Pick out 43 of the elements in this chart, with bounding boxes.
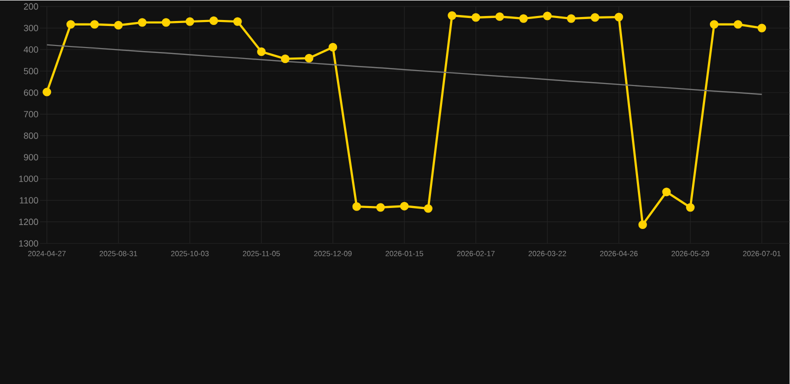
- point: [162, 18, 170, 27]
- point: [495, 12, 504, 21]
- point: [66, 20, 76, 28]
- y-tick-label: 300: [24, 24, 38, 32]
- point: [686, 202, 695, 212]
- y-tick-label: 1100: [20, 196, 38, 204]
- y-tick-label: 700: [24, 110, 38, 118]
- point: [734, 20, 742, 28]
- point: [662, 187, 671, 196]
- point: [233, 17, 242, 26]
- point: [448, 11, 456, 20]
- y-tick-label: 200: [24, 3, 38, 10]
- point: [758, 24, 766, 32]
- point: [328, 42, 338, 52]
- y-tick-label: 400: [24, 46, 38, 53]
- point: [543, 11, 552, 20]
- point: [400, 202, 409, 210]
- y-tick-label: 1300: [19, 240, 38, 246]
- point: [304, 54, 314, 62]
- y-tick-label: 600: [24, 89, 38, 96]
- y-tick-label: 800: [24, 132, 38, 139]
- point: [519, 14, 528, 23]
- point: [638, 220, 647, 229]
- point: [90, 20, 99, 28]
- point: [352, 202, 361, 211]
- point: [472, 13, 480, 22]
- point: [257, 47, 266, 56]
- y-tick-label: 900: [24, 154, 38, 160]
- y-tick-label: 500: [24, 68, 38, 74]
- point: [614, 12, 624, 22]
- point: [138, 18, 147, 27]
- point: [566, 14, 576, 23]
- point: [710, 20, 718, 28]
- point: [424, 204, 432, 213]
- point: [42, 88, 52, 96]
- y-tick-label: 1200: [19, 218, 38, 225]
- point: [186, 17, 194, 26]
- point: [376, 202, 385, 212]
- point: [280, 54, 290, 63]
- point: [114, 20, 123, 30]
- point: [209, 16, 218, 25]
- y-tick-label: 1000: [19, 175, 38, 182]
- point: [590, 13, 600, 22]
